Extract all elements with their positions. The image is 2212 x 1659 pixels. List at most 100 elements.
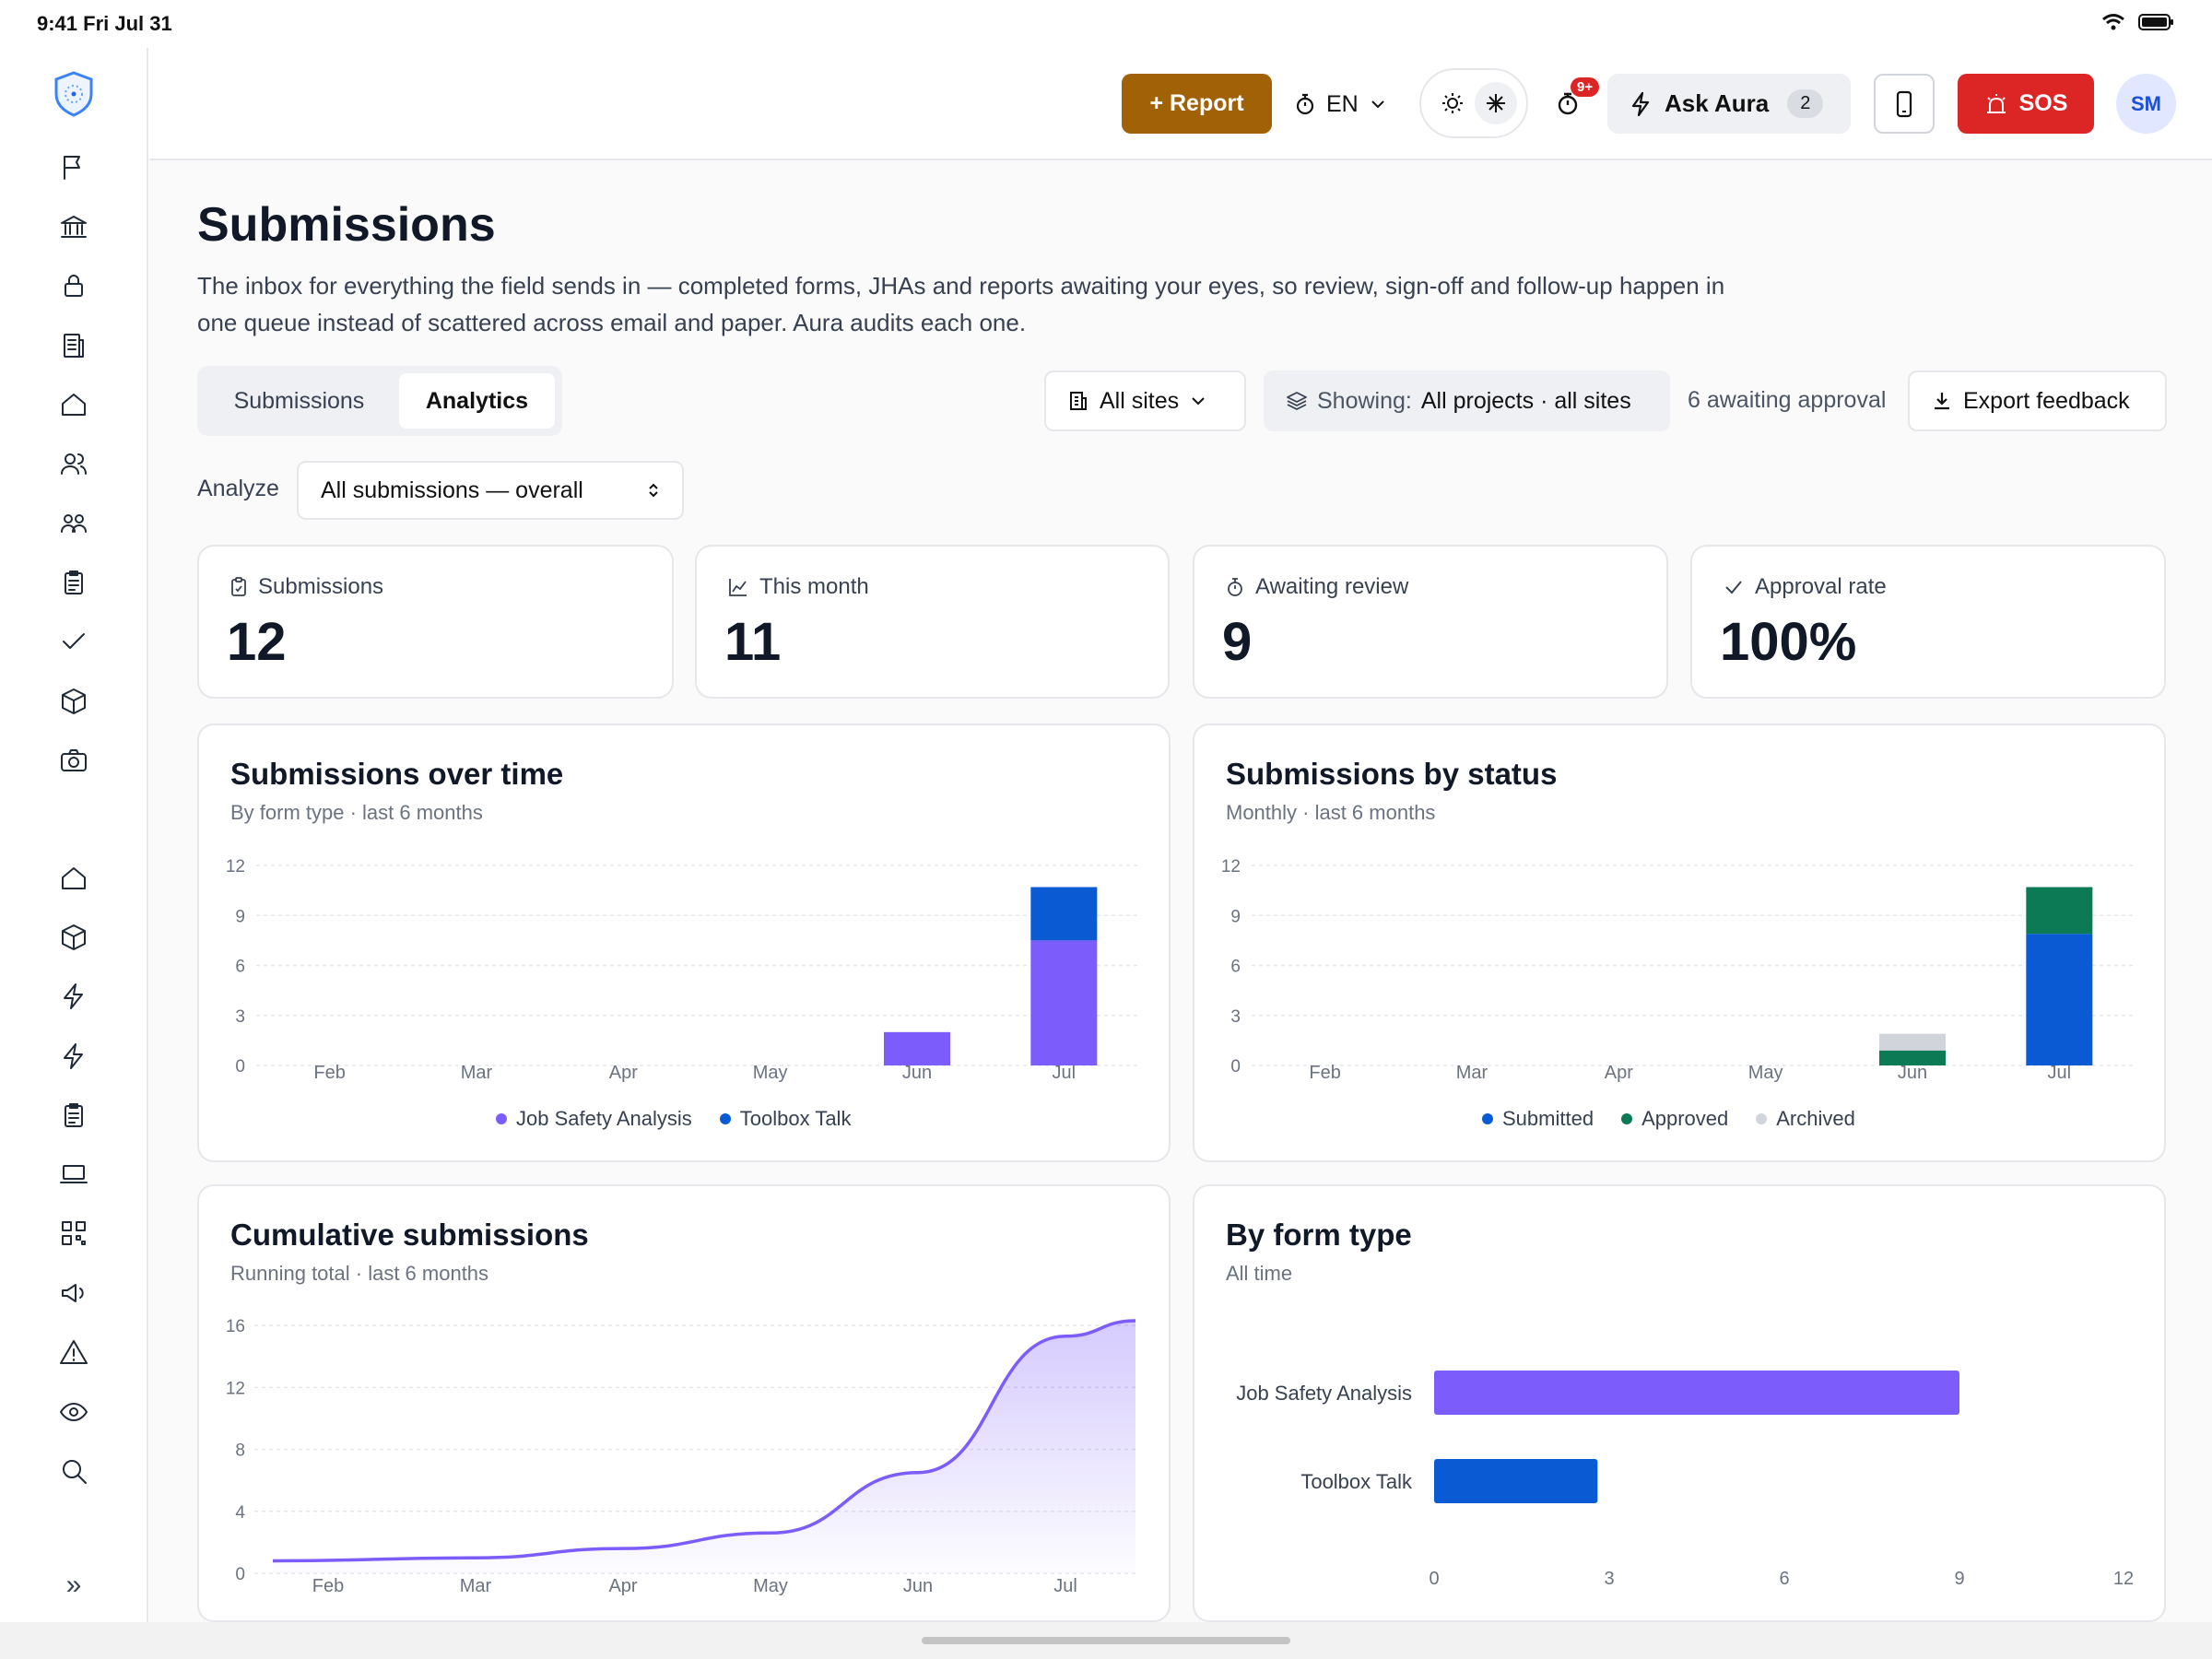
clipboard-icon[interactable] xyxy=(57,566,90,599)
stopwatch-icon xyxy=(1296,93,1314,115)
bar xyxy=(1434,1371,1959,1415)
auto-mode-option[interactable] xyxy=(1474,82,1517,124)
x-tick-label: May xyxy=(1748,1063,1783,1083)
chart-svg: 0 3 6 9 12 Job Safety Analysis Toolbox Talk xyxy=(1236,1371,2134,1589)
cube-icon[interactable] xyxy=(57,685,90,718)
warning-icon[interactable] xyxy=(57,1335,90,1369)
x-tick-label: Jul xyxy=(2048,1063,2072,1083)
bar-segment xyxy=(2026,887,2093,935)
legend-label: Approved xyxy=(1641,1107,1729,1130)
y-tick-label: 0 xyxy=(1230,1057,1241,1077)
stat-value: 9 xyxy=(1222,612,1253,672)
chart-submissions-by-status: Submissions by status Monthly · last 6 m… xyxy=(1193,724,2166,1162)
stat-value: 11 xyxy=(724,612,782,672)
chevron-down-icon xyxy=(1371,100,1384,109)
legend-dot xyxy=(1756,1113,1768,1124)
analyze-label: Analyze xyxy=(197,476,279,501)
legend-dot xyxy=(1621,1113,1633,1124)
document-icon[interactable] xyxy=(57,329,90,362)
clipboard-icon[interactable] xyxy=(57,1099,90,1132)
x-tick-label: 6 xyxy=(1779,1569,1789,1589)
y-tick-label: 6 xyxy=(1230,958,1241,977)
y-tick-label: 9 xyxy=(1230,907,1241,926)
stat-label: Submissions xyxy=(258,574,384,599)
chart-subtitle: All time xyxy=(1226,1262,1293,1285)
notifications-icon[interactable] xyxy=(1553,83,1590,120)
app-logo[interactable] xyxy=(52,70,96,118)
tab-submissions[interactable]: Submissions xyxy=(233,387,365,414)
home-indicator xyxy=(922,1637,1290,1644)
check-icon[interactable] xyxy=(57,625,90,658)
cube-icon[interactable] xyxy=(57,921,90,954)
stat-label: Approval rate xyxy=(1755,574,1887,599)
download-icon xyxy=(1935,393,1949,410)
sites-filter[interactable]: All sites xyxy=(1044,371,1246,431)
qr-icon[interactable] xyxy=(57,1217,90,1250)
lock-icon[interactable] xyxy=(57,269,90,302)
chart-submissions-over-time: Submissions over time By form type · las… xyxy=(197,724,1171,1162)
bar-segment xyxy=(1030,940,1098,1065)
sites-filter-label: All sites xyxy=(1100,387,1180,414)
x-tick-label: Mar xyxy=(461,1063,493,1083)
report-button[interactable]: + Report xyxy=(1122,74,1272,134)
language-selector[interactable]: EN xyxy=(1295,81,1386,127)
y-tick-label: 8 xyxy=(235,1441,245,1461)
check-icon xyxy=(1725,581,1742,594)
home-icon[interactable] xyxy=(57,862,90,895)
chart-title: Submissions by status xyxy=(1226,757,1558,791)
y-tick-label: 16 xyxy=(226,1317,245,1336)
scope-label: Showing: xyxy=(1317,387,1412,414)
scope-indicator[interactable]: Showing: All projects · all sites xyxy=(1264,371,1670,431)
mobile-view-button[interactable] xyxy=(1874,74,1935,134)
x-tick-label: Jun xyxy=(903,1576,933,1596)
flag-icon[interactable] xyxy=(57,151,90,184)
y-tick-label: 12 xyxy=(226,1379,245,1398)
team-icon[interactable] xyxy=(57,507,90,540)
page-title: Submissions xyxy=(197,198,496,252)
bar-segment xyxy=(2026,934,2093,1065)
eye-icon[interactable] xyxy=(57,1395,90,1429)
battery-icon xyxy=(2138,14,2173,30)
light-mode-option[interactable] xyxy=(1431,82,1474,124)
search-icon[interactable] xyxy=(57,1454,90,1488)
analyze-selected: All submissions — overall xyxy=(321,477,583,503)
x-tick-label: Jul xyxy=(1053,1576,1077,1596)
x-tick-label: May xyxy=(753,1576,788,1596)
theme-toggle[interactable] xyxy=(1419,68,1528,138)
stat-card-awaiting-review: Awaiting review 9 xyxy=(1193,545,1668,699)
sos-button[interactable]: SOS xyxy=(1958,74,2094,134)
bar-segment xyxy=(1879,1033,1946,1051)
stat-label: This month xyxy=(759,574,869,599)
export-feedback-button[interactable]: Export feedback xyxy=(1908,371,2167,431)
user-avatar[interactable]: SM xyxy=(2116,74,2176,134)
megaphone-icon[interactable] xyxy=(57,1277,90,1310)
laptop-icon[interactable] xyxy=(57,1158,90,1191)
tab-analytics[interactable]: Analytics xyxy=(398,373,555,429)
legend-dot xyxy=(719,1113,731,1124)
home-icon[interactable] xyxy=(57,388,90,421)
x-tick-label: 0 xyxy=(1429,1569,1439,1589)
legend-label: Toolbox Talk xyxy=(739,1107,852,1130)
page-description: The inbox for everything the field sends… xyxy=(197,272,1725,336)
ask-aura-button[interactable]: Ask Aura 2 xyxy=(1607,74,1851,134)
sparkle-icon xyxy=(1486,94,1505,112)
lightning-icon[interactable] xyxy=(57,1040,90,1073)
alarm-icon xyxy=(1986,93,2006,113)
y-tick-label: 0 xyxy=(235,1057,245,1077)
scope-value: All projects · all sites xyxy=(1420,387,1631,414)
x-tick-label: 3 xyxy=(1604,1569,1614,1589)
expand-sidebar-button[interactable]: » xyxy=(65,1570,82,1600)
language-label: EN xyxy=(1326,90,1359,117)
x-tick-label: Apr xyxy=(608,1576,637,1596)
analyze-select[interactable]: All submissions — overall xyxy=(297,461,684,520)
x-tick-label: 9 xyxy=(1954,1569,1964,1589)
chevron-updown-icon xyxy=(649,483,658,498)
area-fill xyxy=(273,1320,1135,1573)
lightning-icon[interactable] xyxy=(57,980,90,1013)
x-tick-label: Feb xyxy=(1309,1063,1340,1083)
camera-icon[interactable] xyxy=(57,744,90,777)
bank-icon[interactable] xyxy=(57,210,90,243)
chart-legend: Job Safety Analysis Toolbox Talk xyxy=(496,1107,851,1131)
users-icon[interactable] xyxy=(57,447,90,480)
x-tick-label: Jun xyxy=(902,1063,932,1083)
